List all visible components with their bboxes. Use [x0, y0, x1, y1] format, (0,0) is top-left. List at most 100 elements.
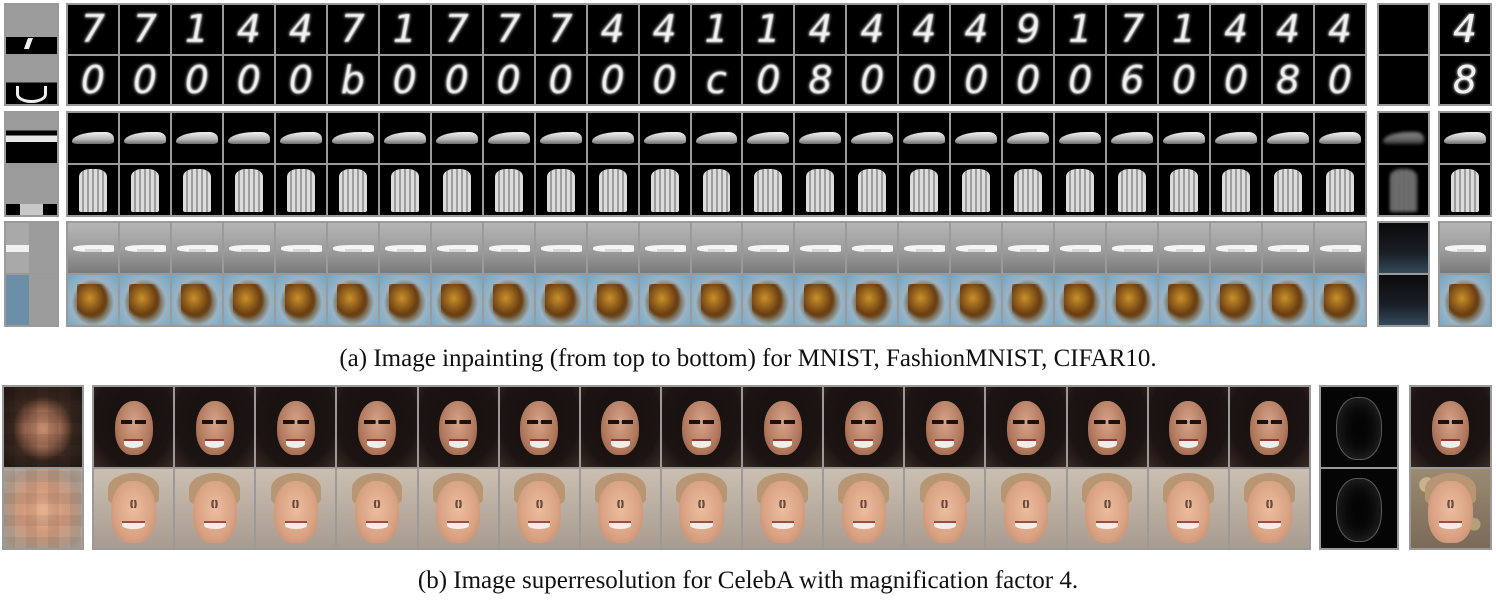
- cifar-sample-r2-c16: [847, 275, 898, 325]
- fashion-sample-r2-c25: [1315, 165, 1365, 215]
- digit: 0: [496, 57, 521, 102]
- cifar-sample-r2-c21: [1107, 275, 1158, 325]
- mnist-sample-r1-c20: 1: [1055, 5, 1106, 54]
- fashion-sample-r2-c3: [171, 165, 222, 215]
- celeba-sample-r2-c4: [337, 468, 417, 548]
- digit: 0: [600, 57, 625, 102]
- cifar-sample-r2-c13: [691, 275, 742, 325]
- fashion-sample-r2-c20: [1055, 165, 1106, 215]
- cifar-sample-r2-c7: [379, 275, 430, 325]
- cifar-sample-r1-c6: [327, 223, 378, 273]
- fashion-input-panel: [4, 111, 59, 217]
- mnist-sample-r2-c21: 6: [1107, 55, 1158, 104]
- digit: 1: [392, 7, 417, 52]
- fashion-sample-r2-c22: [1159, 165, 1210, 215]
- mnist-truth-2: 8: [1440, 55, 1490, 104]
- digit: 6: [1120, 57, 1145, 102]
- digit: 0: [1327, 57, 1353, 102]
- mnist-sample-r1-c14: 1: [743, 5, 794, 54]
- fashion-sample-r2-c12: [639, 165, 690, 215]
- mnist-sample-r2-c15: 8: [795, 55, 846, 104]
- celeba-sample-r1-c2: [175, 387, 255, 467]
- mnist-masked-input-1: [6, 5, 57, 54]
- fashion-sample-r1-c13: [691, 113, 742, 163]
- celeba-sample-r1-c15: [1229, 387, 1309, 467]
- mnist-sample-r2-c5: 0: [275, 55, 326, 104]
- mnist-sample-r1-c24: 4: [1263, 5, 1314, 54]
- mnist-sample-r2-c11: 0: [587, 55, 638, 104]
- fashion-variance-2: [1379, 165, 1428, 215]
- mnist-sample-r1-c16: 4: [847, 5, 898, 54]
- cifar-sample-r1-c23: [1211, 223, 1262, 273]
- mnist-sample-r2-c22: 0: [1159, 55, 1210, 104]
- mnist-sample-r2-c19: 0: [1003, 55, 1054, 104]
- cifar-sample-r2-c25: [1315, 275, 1365, 325]
- celeba-sample-r2-c10: [824, 468, 904, 548]
- fashion-sample-r1-c21: [1107, 113, 1158, 163]
- digit: 4: [236, 7, 261, 52]
- mnist-sample-r2-c23: 0: [1211, 55, 1262, 104]
- mnist-sample-r2-c6: b: [327, 55, 378, 104]
- celeba-sample-r2-c14: [1148, 468, 1228, 548]
- cifar-sample-r1-c4: [223, 223, 274, 273]
- celeba-sample-r2-c13: [1067, 468, 1147, 548]
- celeba-sample-r1-c13: [1067, 387, 1147, 467]
- digit: b: [340, 57, 365, 102]
- fashion-sample-r1-c3: [171, 113, 222, 163]
- fashion-sample-r1-c23: [1211, 113, 1262, 163]
- digit: 4: [288, 7, 313, 52]
- celeba-sample-r2-c6: [499, 468, 579, 548]
- cifar-sample-r1-c19: [1003, 223, 1054, 273]
- fashion-sample-r1-c22: [1159, 113, 1210, 163]
- mnist-sample-r2-c16: 0: [847, 55, 898, 104]
- mnist-sample-r2-c2: 0: [119, 55, 170, 104]
- digit: 0: [80, 57, 106, 102]
- cifar-sample-r2-c24: [1263, 275, 1314, 325]
- digit: 1: [704, 7, 729, 52]
- digit: 0: [1016, 57, 1041, 102]
- cifar-sample-r1-c22: [1159, 223, 1210, 273]
- cifar-sample-r1-c14: [743, 223, 794, 273]
- celeba-samples-panel: [92, 385, 1311, 550]
- fashion-sample-r1-c20: [1055, 113, 1106, 163]
- mnist-sample-r2-c18: 0: [951, 55, 1002, 104]
- mnist-sample-r1-c18: 4: [951, 5, 1002, 54]
- cifar-masked-input-1: [6, 223, 57, 273]
- fashion-variance-panel: [1377, 111, 1430, 217]
- cifar-sample-r1-c17: [899, 223, 950, 273]
- mnist-sample-r2-c24: 8: [1263, 55, 1314, 104]
- celeba-sample-r1-c4: [337, 387, 417, 467]
- digit: 7: [132, 7, 158, 52]
- cifar-variance-1: [1379, 223, 1428, 273]
- mnist-sample-r1-c22: 1: [1159, 5, 1210, 54]
- mnist-sample-r2-c9: 0: [483, 55, 534, 104]
- mnist-variance-2: [1379, 55, 1428, 104]
- mnist-sample-r1-c19: 9: [1003, 5, 1054, 54]
- cifar-sample-r2-c3: [171, 275, 222, 325]
- cifar-samples-panel: [66, 221, 1367, 327]
- digit: 1: [184, 7, 209, 52]
- cifar-truth-1: [1440, 223, 1490, 273]
- cifar-truth-2: [1440, 275, 1490, 325]
- fashion-sample-r2-c4: [223, 165, 274, 215]
- digit: 7: [496, 7, 521, 52]
- celeba-sample-r1-c5: [418, 387, 498, 467]
- fashion-sample-r1-c5: [275, 113, 326, 163]
- celeba-sample-r1-c1: [94, 387, 174, 467]
- cifar-sample-r1-c21: [1107, 223, 1158, 273]
- fashion-sample-r2-c13: [691, 165, 742, 215]
- fashion-sample-r1-c9: [483, 113, 534, 163]
- mnist-sample-r2-c1: 0: [68, 55, 118, 104]
- fashion-sample-r2-c23: [1211, 165, 1262, 215]
- mnist-sample-r1-c21: 7: [1107, 5, 1158, 54]
- celeba-lowres-input-2: [4, 468, 82, 548]
- digit: 4: [652, 7, 677, 52]
- digit: 0: [860, 57, 885, 102]
- digit: 7: [444, 7, 469, 52]
- mnist-sample-r2-c25: 0: [1315, 55, 1365, 104]
- mnist-sample-r1-c10: 7: [535, 5, 586, 54]
- celeba-sample-r1-c11: [905, 387, 985, 467]
- cifar-sample-r2-c10: [535, 275, 586, 325]
- digit: 7: [340, 7, 365, 52]
- cifar-sample-r2-c14: [743, 275, 794, 325]
